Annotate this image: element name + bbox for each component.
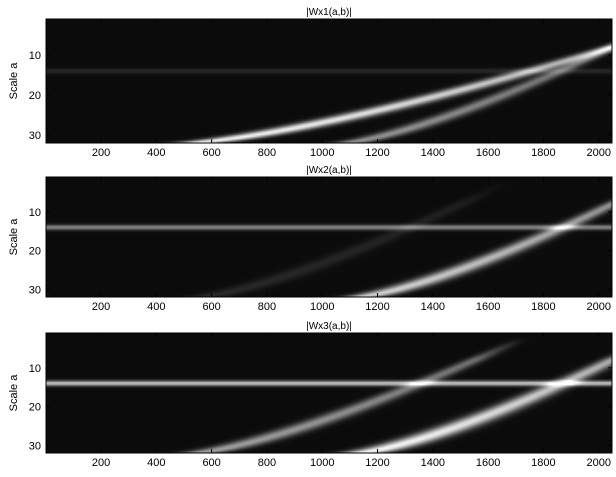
axes-frame: [45, 332, 613, 454]
y-axis-label: Scale a: [8, 62, 20, 100]
heatmap-image: [46, 19, 612, 143]
y-tick-label: 20: [29, 90, 41, 102]
x-tick-label: 2000: [586, 301, 610, 313]
heatmap-panel-1: |Wx1(a,b)| Scale a 200 400 600 800 1000 1200 140…: [8, 7, 613, 159]
y-axis-label: Scale a: [8, 374, 20, 412]
panel-title: |Wx3(a,b)|: [306, 321, 352, 332]
heatmap-image: [46, 177, 612, 297]
x-tick-label: 600: [202, 147, 220, 159]
x-tick-label: 1600: [476, 457, 500, 469]
x-tick-label: 400: [147, 147, 165, 159]
x-tick-label: 1800: [531, 301, 555, 313]
axes-frame: [45, 18, 613, 144]
x-tick-label: 1400: [421, 457, 445, 469]
panel-title: |Wx1(a,b)|: [306, 7, 352, 18]
x-tick-label: 1200: [365, 147, 389, 159]
x-tick-label: 600: [202, 301, 220, 313]
y-tick-label: 30: [29, 284, 41, 296]
y-tick-label: 30: [29, 440, 41, 452]
x-tick-label: 1400: [421, 147, 445, 159]
y-tick-label: 10: [29, 207, 41, 219]
x-tick-label: 1600: [476, 301, 500, 313]
x-tick-label: 2000: [586, 457, 610, 469]
x-tick-label: 200: [92, 457, 110, 469]
y-axis-label: Scale a: [8, 218, 20, 256]
y-tick-label: 20: [29, 246, 41, 258]
x-tick-label: 800: [258, 301, 276, 313]
x-tick-label: 1800: [531, 457, 555, 469]
x-tick-label: 1800: [531, 147, 555, 159]
x-tick-label: 1200: [365, 457, 389, 469]
x-tick-label: 800: [258, 457, 276, 469]
panel-title: |Wx2(a,b)|: [306, 165, 352, 176]
heatmap-image: [46, 333, 612, 453]
x-tick-label: 1000: [310, 301, 334, 313]
x-tick-label: 400: [147, 457, 165, 469]
x-tick-label: 1200: [365, 301, 389, 313]
x-tick-label: 600: [202, 457, 220, 469]
y-tick-label: 10: [29, 363, 41, 375]
axes-frame: [45, 176, 613, 298]
y-tick-label: 30: [29, 130, 41, 142]
x-tick-label: 400: [147, 301, 165, 313]
x-tick-label: 2000: [586, 147, 610, 159]
heatmap-panel-2: |Wx2(a,b)| Scale a 200 400 600 800 1000 1200 140…: [8, 165, 613, 313]
x-tick-label: 1600: [476, 147, 500, 159]
y-tick-label: 20: [29, 402, 41, 414]
x-tick-label: 1000: [310, 147, 334, 159]
y-tick-label: 10: [29, 50, 41, 62]
heatmap-panel-3: |Wx3(a,b)| Scale a 200 400 600 800 1000 1200 140…: [8, 321, 613, 469]
x-tick-label: 1000: [310, 457, 334, 469]
x-tick-label: 800: [258, 147, 276, 159]
x-tick-label: 1400: [421, 301, 445, 313]
x-tick-label: 200: [92, 301, 110, 313]
x-tick-label: 200: [92, 147, 110, 159]
